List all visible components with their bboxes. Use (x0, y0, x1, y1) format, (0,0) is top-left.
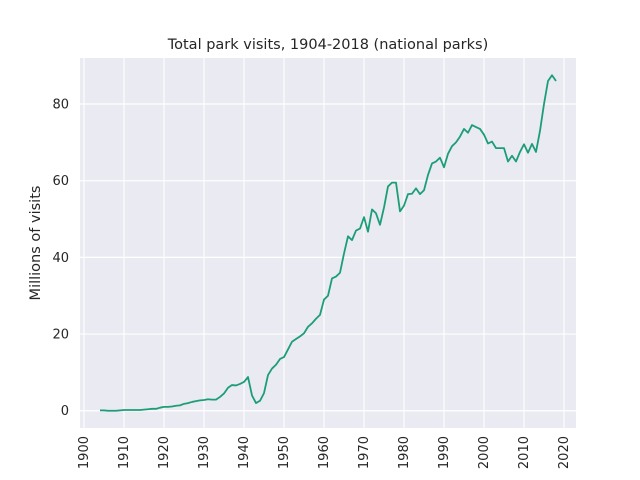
x-tick-label: 1920 (157, 436, 172, 469)
series-lines (100, 74, 557, 412)
x-tick-label: 1960 (317, 436, 332, 469)
x-tick-label: 1980 (397, 436, 412, 469)
x-tick-label: 2020 (557, 436, 572, 469)
x-tick-label: 2010 (517, 436, 532, 469)
x-tick-label: 1910 (117, 436, 132, 469)
y-tick-label: 40 (52, 251, 69, 266)
x-tick-label: 1970 (357, 436, 372, 469)
x-tick-label: 1990 (437, 436, 452, 469)
x-tick-label: 1950 (277, 436, 292, 469)
chart-title: Total park visits, 1904-2018 (national p… (167, 37, 489, 53)
y-tick-label: 0 (61, 404, 69, 419)
x-tick-label: 1940 (237, 436, 252, 469)
y-tick-label: 80 (52, 98, 69, 113)
x-axis-ticks: 1900 1910 1920 1930 1940 1950 1960 1970 1980 1990… (77, 436, 572, 469)
y-tick-label: 20 (52, 328, 69, 343)
y-axis-ticks: 0 20 40 60 80 (52, 98, 69, 420)
y-tick-label: 60 (52, 174, 69, 189)
x-tick-label: 1930 (197, 436, 212, 469)
plot-area-background (80, 58, 576, 428)
grid-lines (80, 58, 576, 428)
x-tick-label: 1900 (77, 436, 92, 469)
y-axis-label: Millions of visits (28, 186, 44, 301)
x-tick-label: 2000 (477, 436, 492, 469)
series-line (100, 74, 557, 412)
